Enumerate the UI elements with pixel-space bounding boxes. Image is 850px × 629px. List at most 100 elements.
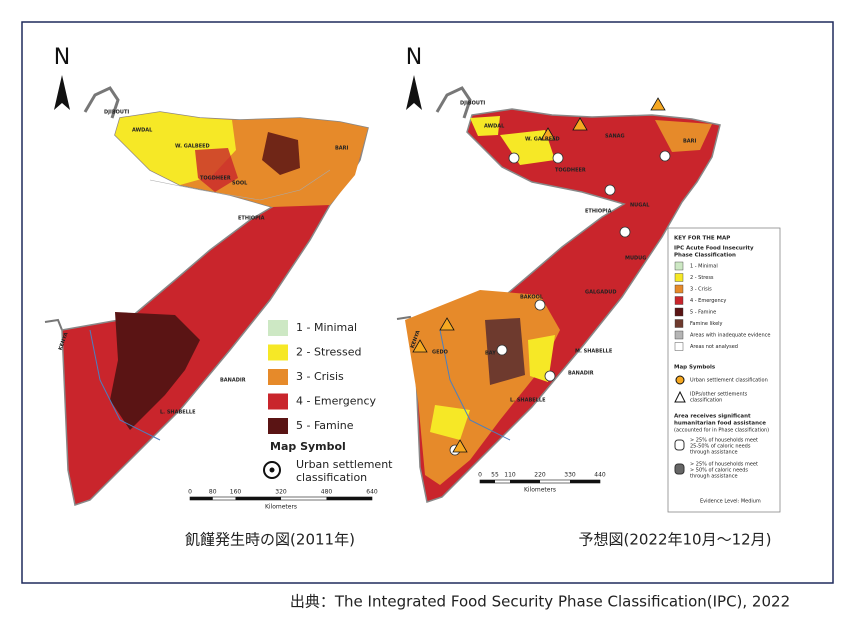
left-map: N Map Symbol Urban settlement classifica… <box>44 45 393 549</box>
right-map: N KEY FOR THE MAP IPC Acute Food Insecur… <box>396 45 781 549</box>
region-stressed <box>470 116 500 136</box>
neighbor-border <box>435 86 472 119</box>
legend-label: 4 - Emergency <box>296 395 376 408</box>
symbol-icon <box>674 390 686 403</box>
legend-swatch <box>268 369 288 385</box>
key-assistance-label: through assistance <box>690 450 738 456</box>
place-label: BANADIR <box>220 378 246 384</box>
key-label: Areas with inadequate evidence <box>690 333 770 339</box>
key-swatch <box>674 319 684 328</box>
key-assistance-label: > 25% of households meet <box>690 462 758 468</box>
evidence-level: Evidence Level: Medium <box>700 499 761 505</box>
legend-swatch <box>268 344 288 361</box>
key-assistance-title: humanitarian food assistance <box>674 421 766 427</box>
scale-label: 220 <box>534 472 546 479</box>
place-label: L. SHABELLE <box>510 398 546 404</box>
river <box>89 329 161 441</box>
key-swatch <box>674 342 684 351</box>
region-famine <box>262 132 300 175</box>
place-label: TOGDHEER <box>555 168 586 174</box>
key-subtitle: IPC Acute Food Insecurity <box>674 246 754 252</box>
place-label: W. GALBEED <box>175 144 210 150</box>
scale-segment <box>570 480 600 483</box>
key-label: 3 - Crisis <box>690 287 712 293</box>
legend-symbol-title: Map Symbol <box>270 440 346 453</box>
scale-label: 0 <box>188 489 192 496</box>
key-symbol-label: IDPs/other settlements <box>690 392 748 398</box>
place-label: M. SHABELLE <box>575 349 613 355</box>
assistance-icon <box>674 439 685 451</box>
place-label: AWDAL <box>484 124 505 130</box>
scale-label: 640 <box>366 489 378 496</box>
scale-label: 55 <box>491 472 499 479</box>
key-assistance-label: 25-50% of caloric needs <box>690 444 751 450</box>
key-label: 2 - Stress <box>690 275 714 281</box>
region-emergency <box>195 148 238 192</box>
place-label: MUDUG <box>625 256 646 262</box>
key-swatch <box>674 261 684 271</box>
place-label: SANAG <box>605 134 625 140</box>
neighbor-border <box>83 86 120 119</box>
scale-label: 330 <box>564 472 576 479</box>
key-assistance-label: through assistance <box>690 474 738 480</box>
symbol-icon <box>263 461 281 479</box>
legend-swatch <box>268 418 288 434</box>
place-label: W. GALBEED <box>525 137 560 143</box>
caption: 飢饉発生時の図(2011年) <box>185 531 355 549</box>
key-assistance-note: (accounted for in Phase classification) <box>674 428 769 434</box>
place-label: BANADIR <box>568 371 594 377</box>
urban-symbols <box>449 150 671 456</box>
key-label: 5 - Famine <box>690 310 716 316</box>
legend-label: 5 - Famine <box>296 419 354 432</box>
north-label: N <box>54 45 70 70</box>
key-swatch <box>674 296 684 305</box>
river <box>439 329 511 441</box>
key-swatch <box>674 307 684 317</box>
key-symbol-label: Urban settlement classification <box>690 378 768 384</box>
scale-segment <box>510 480 540 483</box>
neighbor-border <box>44 318 63 331</box>
assistance-icon <box>674 463 685 475</box>
place-label: BARI <box>683 139 697 145</box>
key-symbol-label: classification <box>690 398 722 404</box>
north-label: N <box>406 45 422 70</box>
legend-symbol-label: Urban settlement <box>296 458 393 471</box>
scale-label: 480 <box>321 489 333 496</box>
scale-label: 110 <box>504 472 516 479</box>
place-label: BARI <box>335 146 349 152</box>
key-swatch <box>674 330 684 340</box>
place-label: BAKOOL <box>520 295 544 301</box>
place-label: ETHIOPIA <box>585 209 612 215</box>
key-box <box>667 227 781 513</box>
region-famine <box>110 312 200 430</box>
north-arrow <box>406 75 422 110</box>
legend-label: 1 - Minimal <box>296 321 357 334</box>
place-label: ETHIOPIA <box>238 216 265 222</box>
scale-label: 320 <box>275 489 287 496</box>
key-swatch <box>674 284 684 294</box>
key-assistance-label: > 25% of households meet <box>690 438 758 444</box>
place-label: TOGDHEER <box>200 176 231 182</box>
scale-segment <box>480 480 495 483</box>
place-label: DJIBOUTI <box>104 110 129 116</box>
scale-label: 80 <box>209 489 217 496</box>
scale-unit: Kilometers <box>265 504 297 511</box>
legend-label: 2 - Stressed <box>296 346 362 359</box>
key-label: 4 - Emergency <box>690 298 726 304</box>
key-assistance-label: > 50% of caloric needs <box>690 468 748 474</box>
region-border <box>149 169 331 201</box>
place-label: AWDAL <box>132 128 153 134</box>
key-label: 1 - Minimal <box>690 264 718 270</box>
caption: 予想図(2022年10月～12月) <box>578 531 771 549</box>
legend-label: 3 - Crisis <box>296 370 344 383</box>
place-label: SOOL <box>232 181 248 187</box>
scale-unit: Kilometers <box>524 487 556 494</box>
key-symbols-title: Map Symbols <box>674 365 716 371</box>
region-crisis <box>655 120 712 152</box>
place-label: DJIBOUTI <box>460 101 485 107</box>
place-label: GEDO <box>432 350 448 356</box>
north-arrow <box>54 75 70 110</box>
key-label: Areas not analysed <box>690 344 738 350</box>
key-subtitle: Phase Classification <box>674 253 736 259</box>
